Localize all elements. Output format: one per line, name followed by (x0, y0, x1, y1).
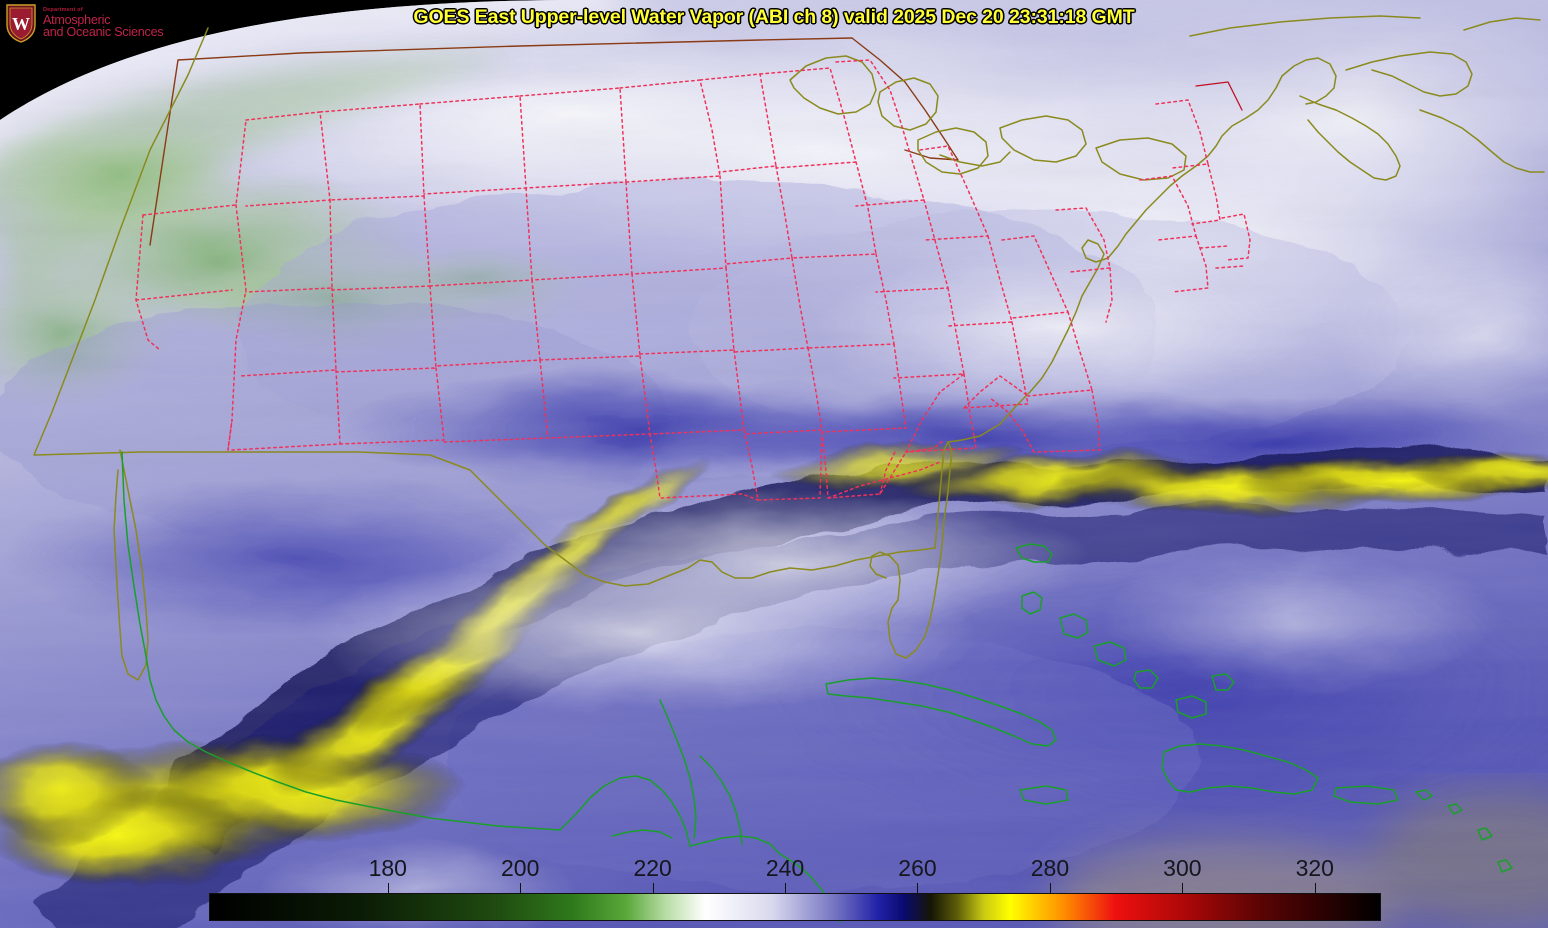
colorbar-label-280: 280 (1030, 855, 1070, 881)
colorbar-label-240: 240 (765, 855, 805, 881)
map-overlay-layer (33, 15, 1545, 923)
coastline (33, 15, 1545, 681)
colorbar-tick-220 (652, 883, 654, 893)
colorbar-tick-300 (1182, 883, 1184, 893)
uw-crest-icon: W (4, 3, 38, 43)
colorbar-tick-260 (917, 883, 919, 893)
colorbar-label-320: 320 (1295, 855, 1334, 881)
colorbar-label-180: 180 (368, 855, 407, 881)
foreign-country-borders (121, 451, 1513, 923)
highlighted-borders (1195, 81, 1243, 111)
colorbar-gradient (209, 893, 1381, 921)
colorbar-tick-200 (520, 883, 522, 893)
colorbar-tick-320 (1314, 883, 1316, 893)
colorbar-label-200: 200 (501, 855, 540, 881)
colorbar-label-300: 300 (1163, 855, 1202, 881)
colorbar-tick-180 (387, 883, 389, 893)
international-border (149, 37, 959, 246)
colorbar-tick-240 (785, 883, 787, 893)
colorbar-label-220: 220 (633, 855, 672, 881)
state-borders (135, 59, 1251, 501)
logo-name-line-1: Atmospheric (43, 13, 111, 28)
crest-letter: W (12, 14, 30, 34)
colorbar: 180 200 220 240 260 280 300 320 (209, 855, 1381, 921)
colorbar-label-260: 260 (898, 855, 937, 881)
logo-name-line-2: and Oceanic Sciences (43, 24, 164, 39)
colorbar-tick-280 (1049, 883, 1051, 893)
logo-department-line: Department of (43, 6, 83, 13)
uw-aos-logo: W Department of Atmospheric and Oceanic … (0, 0, 170, 46)
